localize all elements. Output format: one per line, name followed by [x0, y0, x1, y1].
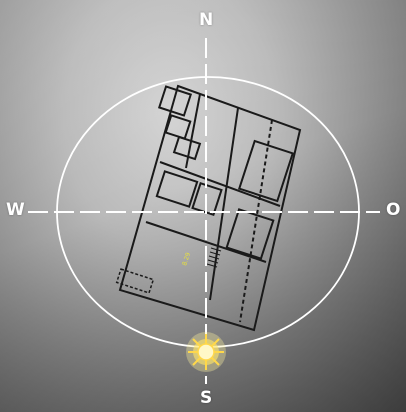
- room-outline: [164, 114, 192, 140]
- wall-line: [209, 107, 239, 301]
- west-label: W: [6, 200, 25, 220]
- south-label: S: [200, 388, 213, 408]
- wall-line: [239, 119, 273, 323]
- room-outline: [172, 135, 202, 161]
- building-outline: [118, 84, 302, 332]
- north-label: N: [199, 10, 214, 30]
- room-outline: [157, 85, 193, 117]
- room-outline: [237, 139, 295, 203]
- room-outline: [155, 170, 199, 208]
- room-label: 8.29: [181, 252, 192, 267]
- wall-line: [185, 93, 201, 169]
- wall-line: [145, 221, 267, 263]
- stair-hatch: [206, 243, 223, 268]
- floor-plan-icon: [115, 84, 302, 332]
- room-outline: [115, 268, 155, 294]
- sun-icon[interactable]: [186, 332, 226, 372]
- east-label: O: [386, 200, 401, 220]
- room-outline: [225, 208, 275, 260]
